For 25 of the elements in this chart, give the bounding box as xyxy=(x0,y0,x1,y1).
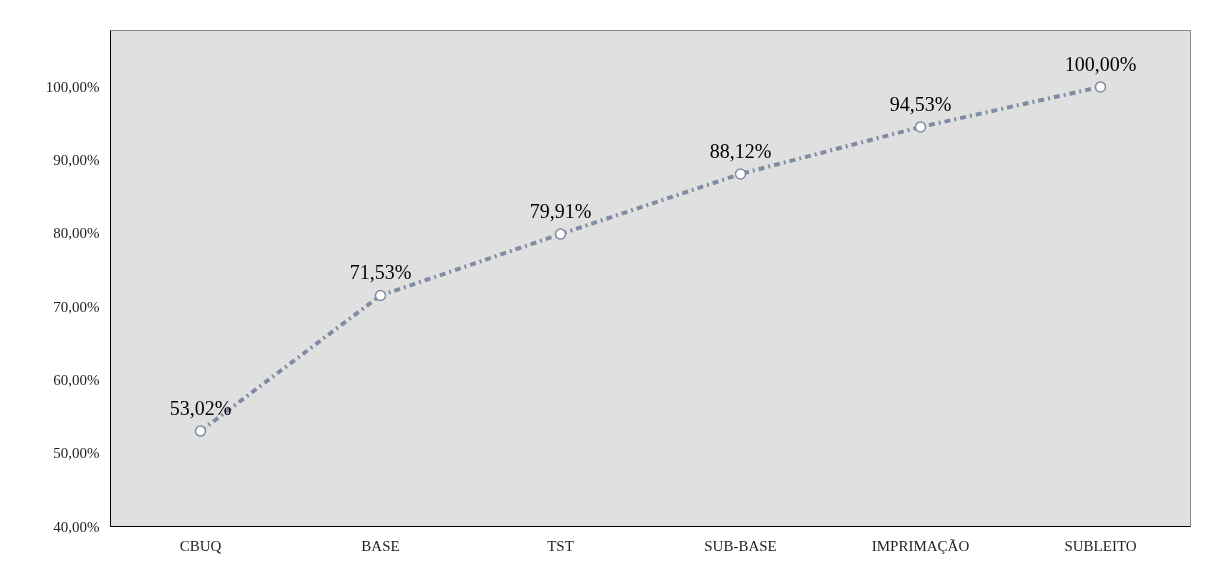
y-tick-label: 40,00% xyxy=(53,518,100,535)
data-label: 71,53% xyxy=(349,261,412,284)
point xyxy=(734,168,747,180)
point xyxy=(1094,81,1107,93)
point xyxy=(374,289,387,302)
x-tick-label: TST xyxy=(547,537,574,554)
y-tick-label: 50,00% xyxy=(53,445,100,462)
x-tick-label: SUB-BASE xyxy=(704,537,777,554)
y-tick-label: 100,00% xyxy=(45,78,100,95)
point xyxy=(194,425,207,437)
x-tick-label: IMPRIMAÇÃO xyxy=(871,537,970,554)
x-tick-label: BASE xyxy=(361,537,400,554)
x-tick-label: CBUQ xyxy=(179,537,222,554)
y-tick-label: 90,00% xyxy=(53,152,100,169)
x-tick-label: SUBLEITO xyxy=(1064,537,1137,554)
y-tick-label: 80,00% xyxy=(53,225,100,242)
y-tick-label: 60,00% xyxy=(53,371,100,388)
point xyxy=(554,228,567,240)
point xyxy=(914,121,927,133)
data-label: 88,12% xyxy=(709,139,772,162)
data-label: 53,02% xyxy=(169,397,232,420)
y-tick-label: 70,00% xyxy=(53,298,100,315)
data-label: 79,91% xyxy=(529,200,592,223)
data-label: 94,53% xyxy=(889,92,952,115)
data-label: 100,00% xyxy=(1064,52,1137,75)
